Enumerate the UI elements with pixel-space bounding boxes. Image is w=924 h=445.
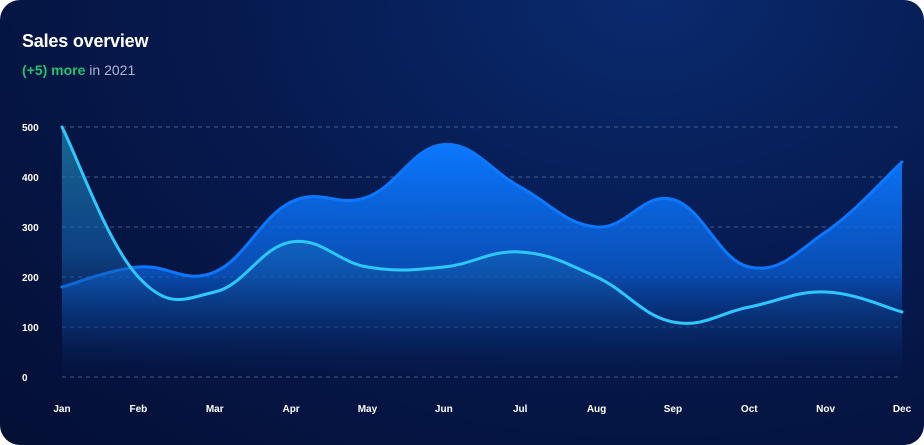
series-b-area <box>62 127 902 377</box>
y-tick-label: 0 <box>22 373 28 384</box>
card-subtitle: (+5) more in 2021 <box>22 62 135 78</box>
series-layer <box>60 125 904 377</box>
series-a-line <box>60 142 904 289</box>
y-tick-label: 400 <box>22 173 39 184</box>
x-axis-ticks: Jan Feb Mar Apr May Jun Jul Aug Sep Oct Nov Dec <box>53 404 911 415</box>
x-tick-label: Jun <box>435 404 453 415</box>
x-tick-label: Apr <box>282 404 299 415</box>
y-tick-label: 300 <box>22 223 39 234</box>
x-tick-label: Mar <box>206 404 224 415</box>
x-tick-label: Jul <box>513 404 528 415</box>
x-tick-label: Nov <box>816 404 835 415</box>
subtitle-rest: in 2021 <box>85 62 136 78</box>
card-title: Sales overview <box>22 31 149 51</box>
y-tick-label: 200 <box>22 273 39 284</box>
series-b-line <box>60 125 904 325</box>
y-tick-label: 100 <box>22 323 39 334</box>
x-tick-label: Dec <box>893 404 912 415</box>
x-tick-label: Jan <box>53 404 70 415</box>
x-tick-label: Sep <box>664 404 682 415</box>
x-tick-label: Feb <box>129 404 147 415</box>
x-tick-label: May <box>358 404 378 415</box>
y-tick-label: 500 <box>22 123 39 134</box>
subtitle-highlight: (+5) more <box>22 62 86 78</box>
x-tick-label: Aug <box>587 404 606 415</box>
y-axis-ticks: 500 400 300 200 100 0 <box>22 123 39 384</box>
x-tick-label: Oct <box>741 404 758 415</box>
